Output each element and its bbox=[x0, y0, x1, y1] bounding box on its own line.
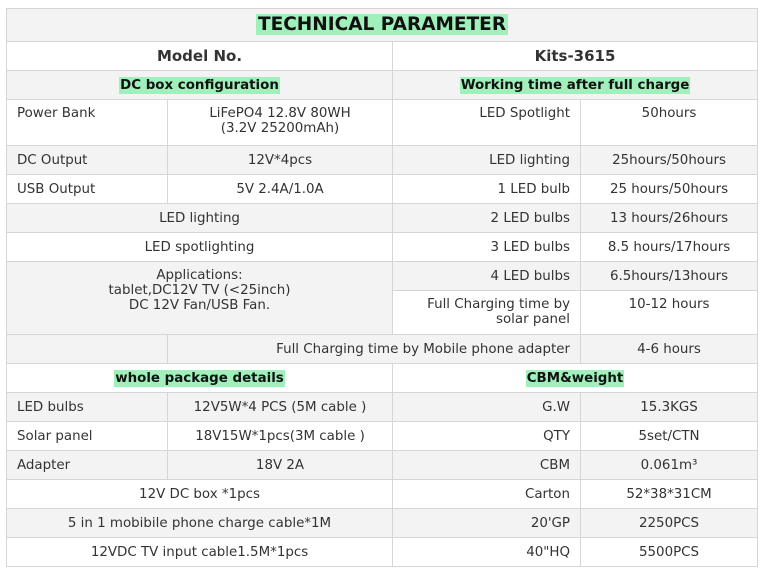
table-row: DC Output 12V*4pcs LED lighting 25hours/… bbox=[6, 145, 759, 175]
adapter-value: 18V 2A bbox=[167, 450, 393, 480]
cbm-value: 0.061m³ bbox=[579, 450, 759, 480]
power-bank-value: LiFePO4 12.8V 80WH (3.2V 25200mAh) bbox=[167, 99, 393, 146]
solar-charging-label-line2: solar panel bbox=[495, 312, 570, 327]
dc-output-value: 12V*4pcs bbox=[167, 145, 393, 175]
spotlight-label: LED Spotlight bbox=[392, 99, 581, 146]
power-bank-value-line1: LiFePO4 12.8V 80WH bbox=[209, 106, 351, 121]
cbm-heading: CBM&weight bbox=[525, 369, 625, 387]
three-bulbs-label: 3 LED bulbs bbox=[392, 232, 581, 262]
gw-value: 15.3KGS bbox=[579, 392, 759, 422]
table-row: Adapter 18V 2A CBM 0.061m³ bbox=[6, 450, 759, 480]
led-lighting-time-label: LED lighting bbox=[392, 145, 581, 175]
cbm-heading-cell: CBM&weight bbox=[391, 363, 759, 393]
one-bulb-value: 25 hours/50hours bbox=[579, 174, 759, 204]
power-bank-label: Power Bank bbox=[6, 99, 168, 146]
solar-charging-label-line1: Full Charging time by bbox=[427, 297, 570, 312]
applications-line1: Applications: bbox=[156, 268, 243, 283]
two-bulbs-value: 13 hours/26hours bbox=[579, 203, 759, 233]
table-title: TECHNICAL PARAMETER bbox=[255, 13, 509, 35]
four-bulbs-label: 4 LED bulbs bbox=[392, 261, 581, 291]
package-extra-dc-box: 12V DC box *1pcs bbox=[6, 479, 393, 509]
mobile-charging-label: Full Charging time by Mobile phone adapt… bbox=[167, 334, 581, 364]
package-extra-tv-cable: 12VDC TV input cable1.5M*1pcs bbox=[6, 537, 393, 567]
solar-panel-label: Solar panel bbox=[6, 421, 168, 451]
table-row: LED bulbs 12V5W*4 PCS (5M cable ) G.W 15… bbox=[6, 392, 759, 422]
section-header-row: DC box configuration Working time after … bbox=[6, 70, 759, 100]
table-row: Applications: tablet,DC12V TV (<25inch) … bbox=[6, 261, 759, 335]
spotlight-value: 50hours bbox=[579, 99, 759, 146]
table-row: LED spotlighting 3 LED bulbs 8.5 hours/1… bbox=[6, 232, 759, 262]
applications-line2: tablet,DC12V TV (<25inch) bbox=[108, 283, 291, 298]
dc-box-led-lighting: LED lighting bbox=[6, 203, 393, 233]
table-row: USB Output 5V 2.4A/1.0A 1 LED bulb 25 ho… bbox=[6, 174, 759, 204]
solar-charging-value: 10-12 hours bbox=[579, 290, 759, 335]
hq40-value: 5500PCS bbox=[579, 537, 759, 567]
table-row: Full Charging time by Mobile phone adapt… bbox=[6, 334, 759, 364]
adapter-label: Adapter bbox=[6, 450, 168, 480]
applications-line3: DC 12V Fan/USB Fan. bbox=[128, 298, 271, 313]
package-heading-cell: whole package details bbox=[6, 363, 393, 393]
qty-value: 5set/CTN bbox=[579, 421, 759, 451]
gp20-value: 2250PCS bbox=[579, 508, 759, 538]
table-row: Solar panel 18V15W*1pcs(3M cable ) QTY 5… bbox=[6, 421, 759, 451]
led-bulbs-value: 12V5W*4 PCS (5M cable ) bbox=[167, 392, 393, 422]
usb-output-label: USB Output bbox=[6, 174, 168, 204]
gp20-label: 20'GP bbox=[392, 508, 581, 538]
carton-value: 52*38*31CM bbox=[579, 479, 759, 509]
solar-panel-value: 18V15W*1pcs(3M cable ) bbox=[167, 421, 393, 451]
working-time-heading: Working time after full charge bbox=[459, 76, 691, 94]
hq40-label: 40"HQ bbox=[392, 537, 581, 567]
section-header-row: whole package details CBM&weight bbox=[6, 363, 759, 393]
carton-label: Carton bbox=[392, 479, 581, 509]
dc-output-label: DC Output bbox=[6, 145, 168, 175]
model-row: Model No. Kits-3615 bbox=[6, 41, 759, 71]
cbm-label: CBM bbox=[392, 450, 581, 480]
three-bulbs-value: 8.5 hours/17hours bbox=[579, 232, 759, 262]
dc-box-heading-cell: DC box configuration bbox=[6, 70, 393, 100]
blank-cell bbox=[6, 334, 168, 364]
two-bulbs-label: 2 LED bulbs bbox=[392, 203, 581, 233]
mobile-charging-value: 4-6 hours bbox=[579, 334, 759, 364]
table-row: Power Bank LiFePO4 12.8V 80WH (3.2V 2520… bbox=[6, 99, 759, 146]
dc-box-heading: DC box configuration bbox=[119, 76, 280, 94]
table-row: LED lighting 2 LED bulbs 13 hours/26hour… bbox=[6, 203, 759, 233]
gw-label: G.W bbox=[392, 392, 581, 422]
led-bulbs-label: LED bulbs bbox=[6, 392, 168, 422]
led-lighting-time-value: 25hours/50hours bbox=[579, 145, 759, 175]
working-time-heading-cell: Working time after full charge bbox=[391, 70, 759, 100]
qty-label: QTY bbox=[392, 421, 581, 451]
package-extra-charge-cable: 5 in 1 mobibile phone charge cable*1M bbox=[6, 508, 393, 538]
table-row: 5 in 1 mobibile phone charge cable*1M 20… bbox=[6, 508, 759, 538]
table-row: Full Charging time by solar panel 10-12 … bbox=[7, 290, 759, 335]
power-bank-value-line2: (3.2V 25200mAh) bbox=[220, 121, 340, 136]
package-heading: whole package details bbox=[114, 369, 285, 387]
table-row: 12VDC TV input cable1.5M*1pcs 40"HQ 5500… bbox=[6, 537, 759, 567]
technical-parameter-table: TECHNICAL PARAMETER Model No. Kits-3615 … bbox=[5, 8, 759, 567]
one-bulb-label: 1 LED bulb bbox=[392, 174, 581, 204]
title-row: TECHNICAL PARAMETER bbox=[5, 8, 759, 42]
title-cell: TECHNICAL PARAMETER bbox=[5, 8, 759, 42]
usb-output-value: 5V 2.4A/1.0A bbox=[167, 174, 393, 204]
model-value: Kits-3615 bbox=[391, 41, 759, 71]
model-label: Model No. bbox=[6, 41, 393, 71]
dc-box-led-spotlighting: LED spotlighting bbox=[6, 232, 393, 262]
four-bulbs-value: 6.5hours/13hours bbox=[579, 261, 759, 291]
solar-charging-label: Full Charging time by solar panel bbox=[392, 290, 581, 335]
table-row: 12V DC box *1pcs Carton 52*38*31CM bbox=[6, 479, 759, 509]
applications-cell: Applications: tablet,DC12V TV (<25inch) … bbox=[6, 261, 393, 335]
